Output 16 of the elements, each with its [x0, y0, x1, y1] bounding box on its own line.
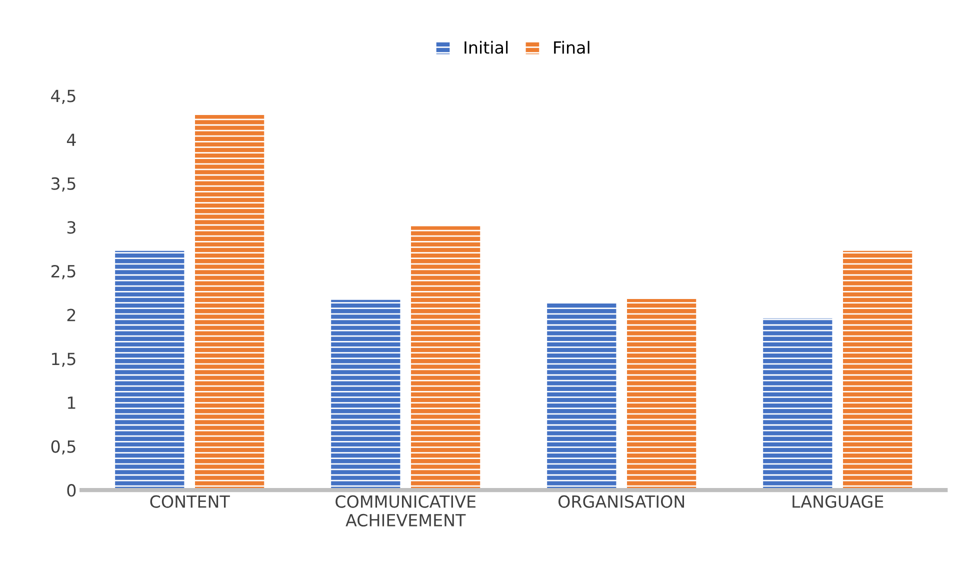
x-tick-label: LANGUAGE	[792, 495, 884, 508]
y-tick-label: 1	[68, 396, 76, 409]
legend-label: Final	[554, 40, 590, 54]
x-tick-label: ORGANISATION	[558, 495, 684, 508]
y-tick-label: 2	[67, 308, 76, 322]
y-tick-label: 3	[67, 221, 76, 234]
x-tick-label: COMMUNICATIVE ACHIEVEMENT	[336, 495, 476, 527]
y-tick-label: 4,5	[51, 90, 76, 104]
y-tick-label: 3,5	[52, 177, 76, 192]
y-tick-label: 2,5	[51, 264, 76, 280]
y-tick-label: 4	[66, 134, 76, 146]
y-tick-label: 1,5	[52, 352, 76, 367]
x-tick-label: CONTENT	[150, 495, 230, 508]
y-tick-label: 0,5	[51, 440, 76, 455]
legend-label: Initial	[464, 40, 508, 54]
y-tick-label: 0	[67, 484, 76, 497]
